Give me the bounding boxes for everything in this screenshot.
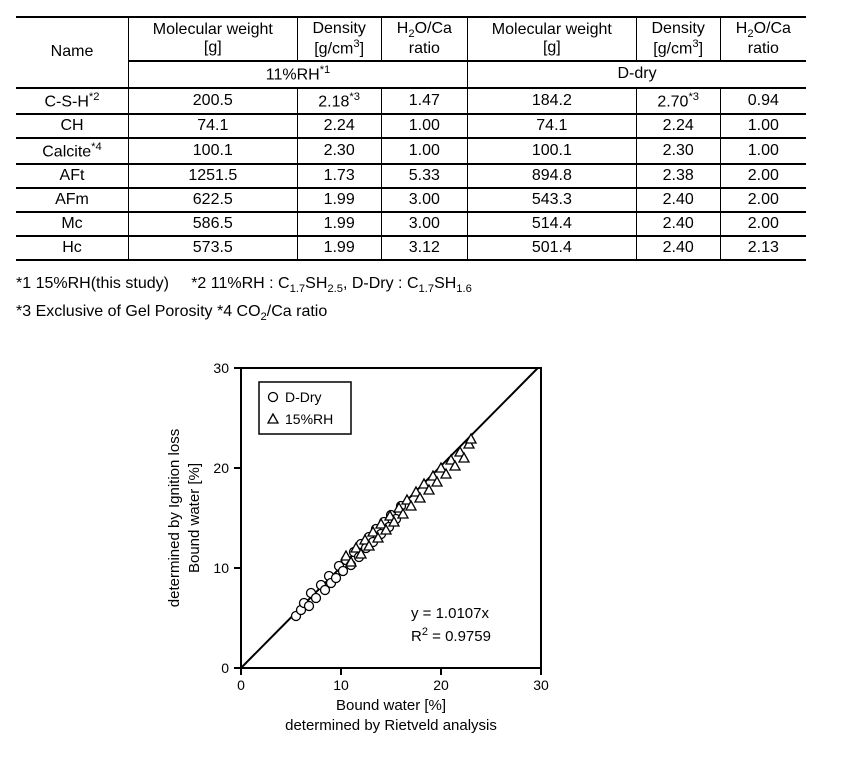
- table-row: CH74.12.241.0074.12.241.00: [16, 114, 806, 138]
- svg-text:30: 30: [213, 360, 229, 376]
- table-row: Calcite*4100.12.301.00100.12.301.00: [16, 138, 806, 164]
- svg-text:Bound water [%]: Bound water [%]: [186, 463, 203, 573]
- svg-text:y = 1.0107x: y = 1.0107x: [411, 605, 489, 622]
- footnote-2: *2 11%RH : C1.7SH2.5, D-Dry : C1.7SH1.6: [191, 275, 472, 292]
- svg-text:20: 20: [213, 460, 229, 476]
- svg-text:10: 10: [213, 560, 229, 576]
- properties-table: Name Molecular weight[g] Density[g/cm3] …: [16, 16, 806, 261]
- svg-text:D-Dry: D-Dry: [285, 389, 322, 405]
- svg-text:20: 20: [433, 677, 449, 693]
- footnote-3-4: *3 Exclusive of Gel Porosity *4 CO2/Ca r…: [16, 299, 832, 327]
- col-mw-2: Molecular weight[g]: [468, 17, 637, 61]
- svg-text:determined by Ignition loss: determined by Ignition loss: [166, 428, 183, 606]
- col-density-1: Density[g/cm3]: [297, 17, 381, 61]
- scatter-chart: 00 10 10 20 20 30 30 D-Dry 15%RH y = 1.0107x R2 = …: [156, 358, 832, 763]
- col-name: Name: [16, 17, 129, 88]
- table-row: C-S-H*2200.52.18*31.47184.22.70*30.94: [16, 88, 806, 114]
- table-row: AFm622.51.993.00543.32.402.00: [16, 188, 806, 212]
- svg-text:30: 30: [533, 677, 549, 693]
- table-row: Hc573.51.993.12501.42.402.13: [16, 236, 806, 260]
- svg-text:R2 = 0.9759: R2 = 0.9759: [411, 626, 491, 645]
- svg-text:15%RH: 15%RH: [285, 411, 333, 427]
- table-row: Mc586.51.993.00514.42.402.00: [16, 212, 806, 236]
- col-ratio-1: H2O/Caratio: [381, 17, 467, 61]
- svg-text:0: 0: [221, 660, 229, 676]
- svg-text:0: 0: [237, 677, 245, 693]
- col-mw-1: Molecular weight[g]: [129, 17, 298, 61]
- svg-text:Bound water [%]: Bound water [%]: [336, 697, 446, 714]
- cond-ddry: D-dry: [468, 61, 806, 87]
- table-row: AFt1251.51.735.33894.82.382.00: [16, 164, 806, 188]
- col-density-2: Density[g/cm3]: [636, 17, 720, 61]
- cond-11rh: 11%RH*1: [129, 61, 468, 87]
- col-ratio-2: H2O/Caratio: [720, 17, 806, 61]
- footnotes: *1 15%RH(this study) *2 11%RH : C1.7SH2.…: [16, 271, 832, 327]
- svg-text:10: 10: [333, 677, 349, 693]
- footnote-1: *1 15%RH(this study): [16, 275, 169, 292]
- svg-text:determined by Rietveld analysi: determined by Rietveld analysis: [285, 717, 497, 734]
